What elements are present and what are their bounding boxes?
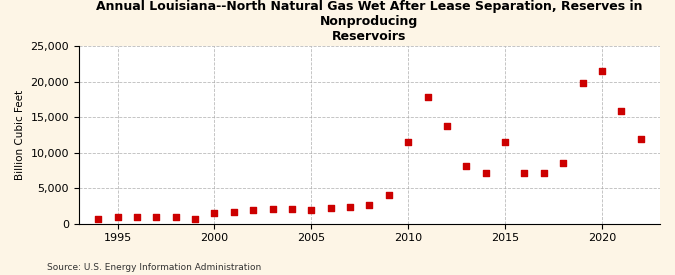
Point (403, 140, 414, 144)
Title: Annual Louisiana--North Natural Gas Wet After Lease Separation, Reserves in Nonp: Annual Louisiana--North Natural Gas Wet … (97, 0, 643, 43)
Y-axis label: Billion Cubic Feet: Billion Cubic Feet (15, 90, 25, 180)
Point (616, 109, 626, 113)
Point (267, 207, 278, 211)
Point (151, 214, 162, 219)
Point (209, 211, 220, 215)
Point (345, 205, 356, 209)
Point (383, 193, 394, 197)
Point (228, 210, 239, 214)
Point (422, 95, 433, 100)
Point (287, 207, 298, 211)
Point (577, 81, 588, 86)
Point (170, 215, 181, 220)
Point (93, 217, 104, 221)
Point (190, 217, 200, 221)
Point (539, 170, 549, 175)
Point (519, 170, 530, 175)
Point (364, 203, 375, 208)
Point (325, 206, 336, 210)
Text: Source: U.S. Energy Information Administration: Source: U.S. Energy Information Administ… (47, 263, 261, 272)
Point (635, 136, 646, 141)
Point (132, 215, 142, 220)
Point (112, 214, 123, 219)
Point (481, 170, 491, 175)
Point (306, 207, 317, 212)
Point (558, 161, 568, 166)
Point (441, 124, 452, 128)
Point (461, 163, 472, 168)
Point (248, 207, 259, 212)
Point (597, 69, 608, 73)
Point (500, 140, 510, 144)
